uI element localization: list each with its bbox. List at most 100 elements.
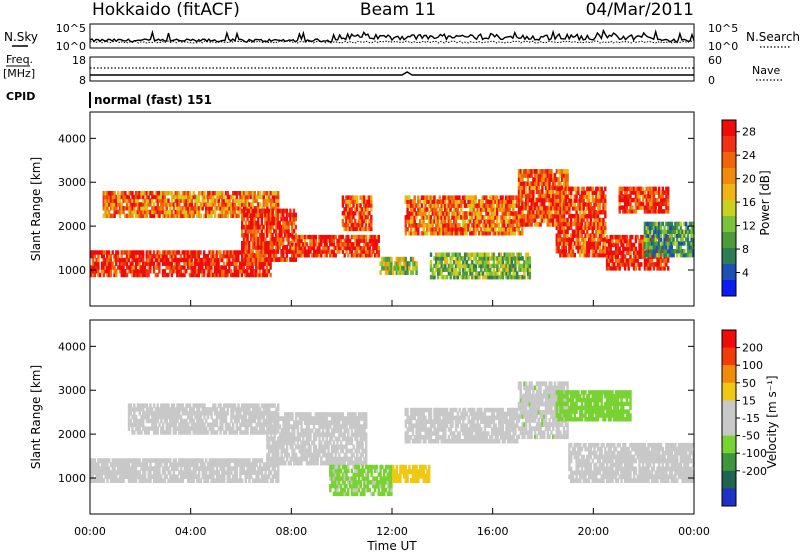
- power-echo-cell-871: [190, 194, 194, 200]
- power-echo-cell-2110: [445, 195, 449, 200]
- power-echo-cell-4014: [658, 241, 661, 246]
- power-echo-cell-734: [151, 209, 154, 215]
- power-echo-cell-380: [210, 250, 213, 255]
- power-echo-cell-584: [104, 194, 107, 200]
- velocity-echo-cell-128: [131, 462, 134, 467]
- power-echo-cell-860: [188, 209, 192, 215]
- power-echo-cell-2174: [460, 230, 463, 236]
- power-echo-cell-59: [107, 261, 111, 266]
- power-echo-cell-95: [120, 257, 123, 263]
- power-echo-cell-3605: [623, 266, 627, 271]
- power-echo-cell-3432: [593, 206, 596, 211]
- power-echo-cell-3157: [559, 202, 562, 207]
- velocity-echo-cell-357: [214, 478, 217, 483]
- power-echo-cell-1906: [411, 265, 415, 271]
- power-echo-cell-147: [136, 261, 139, 266]
- power-echo-cell-2770: [526, 260, 530, 265]
- power-echo-cell-458: [235, 265, 238, 270]
- power-echo-cell-3319: [580, 237, 584, 242]
- power-echo-cell-3389: [587, 198, 591, 203]
- velocity-echo-cell-609: [149, 411, 152, 416]
- power-echo-cell-400: [217, 269, 220, 274]
- velocity-echo-cell-618: [152, 430, 156, 435]
- power-echo-cell-3185: [562, 221, 566, 227]
- power-echo-cell-3668: [640, 246, 643, 252]
- power-echo-cell-813: [176, 213, 179, 218]
- power-echo-cell-3496: [600, 186, 603, 192]
- power-echo-cell-1502: [298, 234, 301, 240]
- power-echo-cell-1097: [262, 194, 265, 200]
- power-echo-cell-2514: [445, 267, 449, 272]
- velocity-echo-cell-723: [179, 414, 183, 420]
- power-echo-cell-58: [107, 265, 111, 270]
- power-echo-cell-691: [138, 213, 141, 218]
- power-echo-cell-3925: [661, 197, 664, 203]
- power-echo-cell-893: [197, 191, 201, 196]
- velocity-echo-cell-515: [271, 474, 274, 479]
- power-echo-cell-979: [226, 213, 229, 218]
- power-echo-cell-3994: [652, 221, 656, 227]
- power-echo-cell-2784: [517, 201, 521, 207]
- power-echo-cell-805: [172, 202, 176, 207]
- power-echo-cell-3828: [631, 190, 634, 195]
- velocity-echo-cell-562: [134, 407, 138, 412]
- velocity-echo-cell-468: [253, 470, 256, 475]
- power-echo-cell-1343: [271, 208, 274, 214]
- power-echo-cell-3457: [596, 225, 600, 231]
- power-echo-cell-1403: [282, 224, 285, 230]
- power-echo-cell-3793: [620, 186, 623, 191]
- power-echo-cell-2091: [442, 199, 445, 204]
- velocity-echo-cell-592: [143, 411, 147, 416]
- power-echo-cell-1245: [255, 220, 258, 226]
- power-echo-cell-4122: [685, 252, 688, 258]
- velocity-echo-cell-711: [176, 403, 179, 408]
- power-echo-cell-1839: [370, 226, 373, 232]
- power-echo-cell-2504: [442, 263, 445, 269]
- power-echo-cell-999: [232, 202, 235, 207]
- power-echo-cell-1794: [359, 226, 362, 232]
- power-echo-cell-3565: [613, 234, 616, 240]
- power-echo-cell-4120: [683, 229, 686, 234]
- power-echo-cell-3503: [602, 229, 605, 234]
- power-echo-cell-535: [258, 261, 261, 266]
- power-echo-cell-2564: [462, 260, 465, 265]
- power-echo-cell-3449: [595, 194, 598, 199]
- power-echo-cell-162: [140, 250, 143, 255]
- power-echo-cell-1611: [338, 234, 341, 240]
- velocity-echo-cell-28: [99, 478, 102, 483]
- power-echo-cell-2772: [526, 252, 530, 257]
- power-echo-cell-1550: [316, 249, 319, 254]
- power-echo-cell-3875: [647, 201, 650, 207]
- power-echo-cell-2755: [521, 256, 524, 261]
- velocity-echo-cell-677: [167, 403, 170, 408]
- power-echo-cell-2826: [523, 185, 526, 191]
- power-echo-cell-820: [178, 213, 181, 218]
- velocity-echo-cell-478: [257, 474, 260, 479]
- velocity-echo-cell-427: [239, 478, 242, 483]
- power-echo-cell-3975: [649, 241, 652, 246]
- power-echo-cell-1889: [401, 256, 404, 262]
- power-echo-cell-3578: [616, 250, 620, 255]
- power-echo-cell-2739: [516, 256, 519, 261]
- power-echo-cell-3604: [622, 234, 625, 240]
- power-echo-cell-612: [113, 209, 116, 215]
- power-echo-cell-2872: [530, 197, 533, 203]
- power-echo-cell-2336: [494, 199, 497, 204]
- noise-sky-line: [89, 28, 695, 43]
- power-echo-cell-3550: [609, 238, 612, 244]
- power-echo-cell-945: [215, 198, 219, 203]
- power-echo-cell-723: [147, 209, 150, 215]
- power-echo-cell-2414: [510, 199, 513, 204]
- power-echo-cell-1941: [410, 215, 413, 220]
- power-echo-cell-1909: [413, 265, 416, 271]
- power-echo-cell-2963: [544, 213, 548, 219]
- velocity-echo-cell-642: [158, 407, 161, 412]
- power-echo-cell-4066: [670, 249, 673, 254]
- power-echo-cell-1198: [248, 224, 251, 230]
- power-echo-cell-2900: [534, 173, 537, 178]
- power-echo-cell-2328: [492, 199, 495, 204]
- power-echo-cell-1825: [366, 226, 369, 232]
- power-echo-cell-2049: [433, 195, 436, 200]
- power-echo-cell-3232: [568, 190, 571, 195]
- velocity-echo-cell-675: [167, 411, 170, 416]
